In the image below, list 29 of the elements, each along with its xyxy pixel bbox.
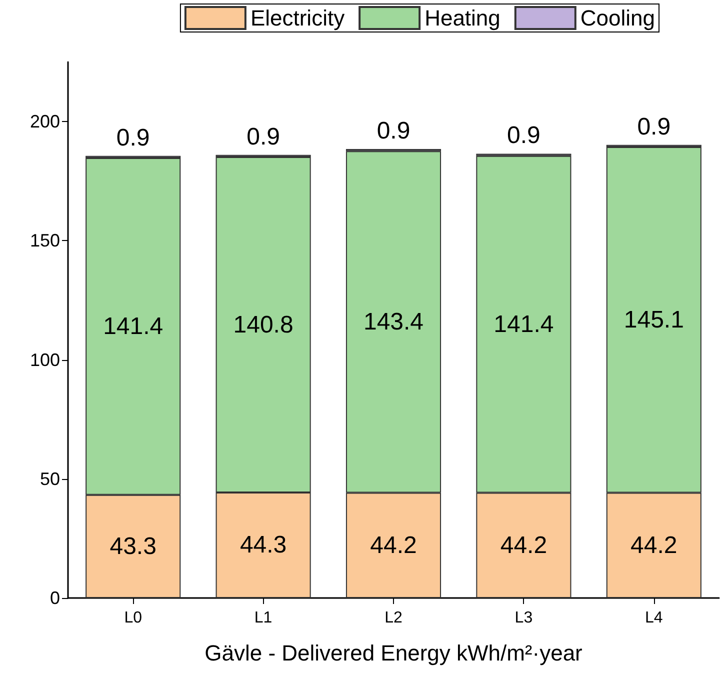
x-tick-label: L1 <box>254 610 272 626</box>
x-tick-label: L0 <box>124 610 142 626</box>
data-label: 0.9 <box>376 117 410 144</box>
x-axis-title: Gävle - Delivered Energy kWh/m²·year <box>204 640 582 666</box>
y-tick-label: 150 <box>30 230 60 251</box>
data-label: 0.9 <box>116 124 150 152</box>
data-label: 141.4 <box>494 310 554 338</box>
y-tick-label: 100 <box>30 350 60 370</box>
data-label: 44.2 <box>500 532 548 559</box>
y-tick-label: 0 <box>50 588 60 608</box>
y-tick-label: 200 <box>30 112 60 132</box>
data-label: 44.2 <box>370 532 417 559</box>
data-label: 0.9 <box>246 123 280 150</box>
legend-label: Cooling <box>580 6 656 30</box>
data-label: 141.4 <box>103 312 164 340</box>
legend-label: Electricity <box>250 6 345 30</box>
data-label: 0.9 <box>637 113 671 140</box>
data-label: 43.3 <box>110 532 156 560</box>
data-label: 140.8 <box>233 311 294 338</box>
x-tick-label: L4 <box>645 610 663 626</box>
data-label: 143.4 <box>363 308 424 336</box>
data-label: 145.1 <box>624 306 684 334</box>
data-label: 0.9 <box>507 122 540 150</box>
x-tick-label: L3 <box>514 610 533 626</box>
y-tick-label: 50 <box>40 468 60 489</box>
data-label: 44.3 <box>240 532 287 559</box>
legend-label: Heating <box>424 6 500 30</box>
data-label: 44.2 <box>630 532 678 559</box>
x-tick-label: L2 <box>384 610 402 626</box>
